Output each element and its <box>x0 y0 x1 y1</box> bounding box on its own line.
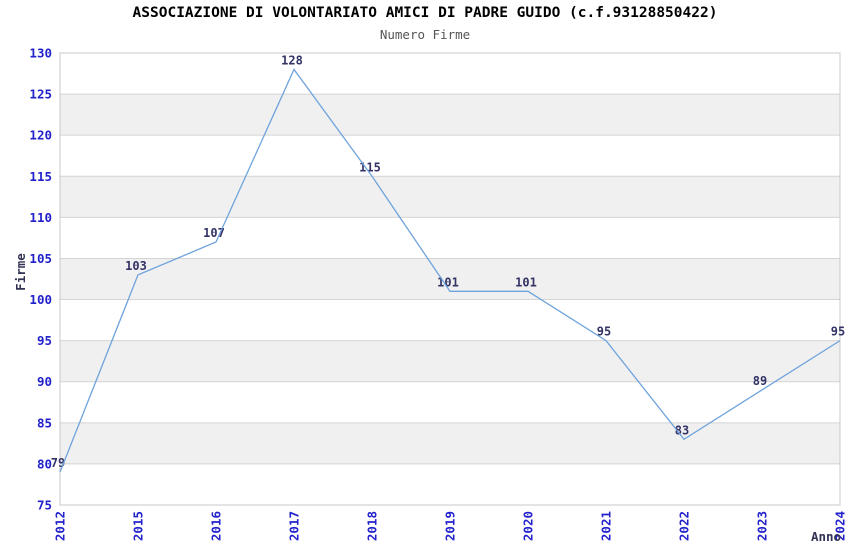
x-tick-label: 2015 <box>131 511 146 541</box>
plot-band <box>60 299 840 341</box>
y-axis-title: Firme <box>13 253 28 291</box>
chart-title: ASSOCIAZIONE DI VOLONTARIATO AMICI DI PA… <box>132 5 718 21</box>
x-axis-title: Anno <box>811 529 841 544</box>
y-tick-label: 80 <box>37 456 52 471</box>
x-tick-label: 2016 <box>209 511 224 541</box>
y-tick-label: 130 <box>29 46 52 61</box>
plot-band <box>60 94 840 136</box>
data-point-label: 101 <box>515 275 537 289</box>
x-tick-label: 2012 <box>53 511 68 541</box>
y-tick-label: 95 <box>37 333 52 348</box>
plot-band <box>60 53 840 95</box>
x-tick-label: 2022 <box>677 511 692 541</box>
x-tick-label: 2019 <box>443 511 458 541</box>
data-point-label: 83 <box>675 423 689 437</box>
y-tick-label: 115 <box>29 169 52 184</box>
data-point-label: 95 <box>831 325 845 339</box>
data-point-label: 89 <box>753 374 767 388</box>
y-tick-label: 125 <box>29 87 52 102</box>
data-point-label: 128 <box>281 53 303 67</box>
x-tick-label: 2021 <box>599 511 614 541</box>
y-tick-label: 75 <box>37 498 52 513</box>
x-tick-label: 2017 <box>287 511 302 541</box>
data-point-label: 95 <box>597 325 611 339</box>
plot-band <box>60 217 840 259</box>
plot-band <box>60 340 840 382</box>
chart-subtitle: Numero Firme <box>379 27 471 42</box>
y-tick-label: 100 <box>29 292 52 307</box>
y-tick-label: 120 <box>29 128 52 143</box>
x-tick-label: 2024 <box>833 511 848 541</box>
plot-band <box>60 135 840 177</box>
plot-band <box>60 258 840 300</box>
x-tick-label: 2018 <box>365 511 380 541</box>
plot-border <box>59 52 841 506</box>
y-tick-label: 85 <box>37 415 52 430</box>
x-tick-label: 2020 <box>521 511 536 541</box>
plot-band <box>60 422 840 464</box>
data-point-label: 103 <box>125 259 147 273</box>
plot-band <box>60 463 840 505</box>
x-tick-label: 2023 <box>755 511 770 541</box>
data-point-label: 101 <box>437 275 459 289</box>
data-point-label: 115 <box>359 160 381 174</box>
y-tick-label: 90 <box>37 374 52 389</box>
plot-band <box>60 176 840 218</box>
data-line <box>59 68 841 473</box>
y-tick-label: 105 <box>29 251 52 266</box>
y-tick-label: 110 <box>29 210 52 225</box>
plot-band <box>60 381 840 423</box>
data-point-label: 107 <box>203 226 225 240</box>
